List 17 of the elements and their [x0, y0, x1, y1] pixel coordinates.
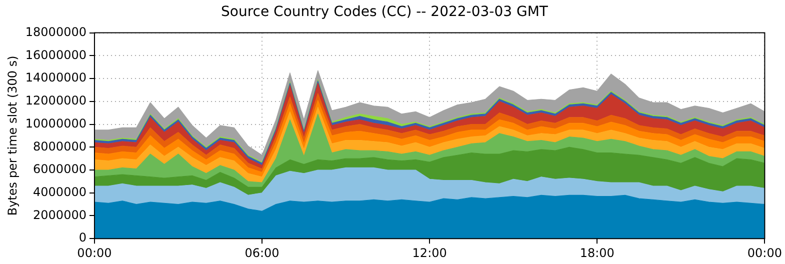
y-tick-label: 10000000 [25, 116, 86, 130]
y-tick-label: 18000000 [25, 24, 86, 39]
x-tick-label: 12:00 [412, 246, 447, 260]
y-tick-label: 16000000 [25, 48, 86, 62]
y-tick-label: 0 [78, 230, 86, 245]
y-tick-label: 8000000 [33, 139, 86, 154]
x-tick-label: 06:00 [244, 246, 280, 260]
y-axis-title: Bytes per time slot (300 s) [5, 56, 20, 216]
y-tick-label: 14000000 [25, 70, 86, 85]
y-tick-label: 4000000 [33, 184, 86, 199]
x-tick-label: 00:00 [747, 246, 782, 260]
y-tick-label: 2000000 [33, 208, 86, 222]
y-tick-label: 12000000 [25, 94, 86, 108]
x-tick-label: 18:00 [580, 246, 614, 260]
x-tick-label: 00:00 [77, 246, 112, 260]
chart-title: Source Country Codes (CC) -- 2022-03-03 GMT [221, 4, 548, 20]
y-tick-label: 6000000 [33, 162, 86, 176]
